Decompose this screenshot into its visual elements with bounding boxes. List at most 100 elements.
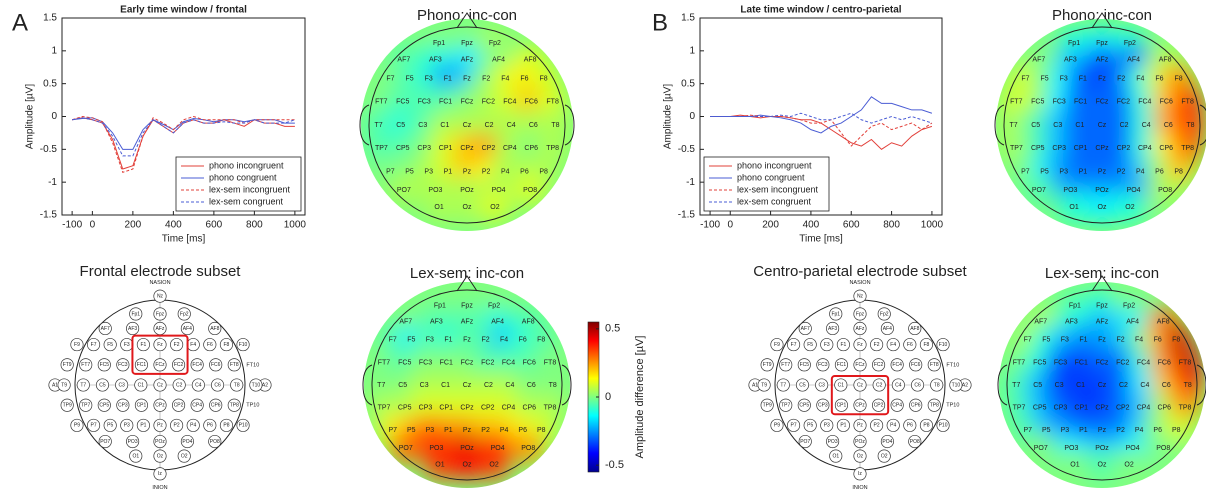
electrode-label: P10 [239, 423, 248, 429]
electrode-label: CPz [1095, 404, 1109, 411]
electrode-value [536, 85, 569, 118]
electrode-label: Iz [858, 471, 862, 477]
series-line [710, 114, 933, 150]
y-tick-label: 0.5 [681, 78, 695, 89]
map-field [365, 289, 569, 481]
electrode-label: FT8 [230, 362, 239, 368]
electrode-label: FC1 [1075, 359, 1088, 366]
electrode [853, 398, 867, 412]
electrode-label: Cz [1098, 122, 1107, 129]
electrode [853, 467, 867, 481]
electrode [219, 338, 233, 352]
electrode-label: P1 [140, 423, 146, 429]
electrode [134, 398, 148, 412]
electrode-label: F7 [389, 337, 397, 344]
electrode-label: CP6 [524, 145, 538, 152]
colorbar-tick-label: 0.5 [605, 323, 620, 335]
electrode [236, 338, 250, 352]
electrode [177, 307, 191, 321]
electrode [136, 418, 150, 432]
electrode [170, 418, 184, 432]
electrode-label: Cz [1098, 382, 1107, 389]
electrode-label: FC5 [100, 362, 110, 368]
electrode-value [1147, 432, 1180, 465]
electrode [795, 378, 810, 392]
electrode [115, 378, 129, 392]
series-line [710, 114, 933, 147]
electrode-label: P6 [207, 423, 213, 429]
electrode-value [1130, 109, 1163, 141]
electrode [116, 398, 130, 412]
electrode-label: FT7 [375, 99, 388, 106]
electrode [208, 321, 222, 336]
colorbar-tick-label: -0.5 [605, 459, 624, 471]
electrode [872, 378, 886, 392]
electrode-label: C2 [1119, 382, 1128, 389]
electrode-label: CPz [155, 403, 165, 409]
electrode-label: PO3 [1063, 187, 1077, 194]
chart-title: Late time window / centro-parietal [740, 5, 901, 16]
electrode-label: T8 [549, 382, 557, 389]
electrode-label: F10 [239, 342, 248, 348]
electrode-label: AFz [856, 326, 865, 332]
electrode-label: P1 [444, 168, 453, 175]
electrode [836, 418, 850, 432]
electrode-label: F1 [444, 337, 452, 344]
ear [1196, 364, 1206, 406]
electrode-label: P5 [1042, 427, 1051, 434]
electrode-label: Fpz [461, 40, 473, 47]
x-tick-label: 400 [165, 220, 182, 231]
electrode-label: Cz [857, 382, 864, 388]
electrode-label: CP5 [799, 403, 809, 409]
electrode-label: P7 [388, 427, 397, 434]
electrode-label: O1 [1070, 461, 1079, 468]
electrode-label: Oz [1098, 461, 1107, 468]
legend-label: lex-sem incongruent [737, 184, 819, 194]
electrode-label: F6 [1155, 75, 1163, 82]
electrode-label: CPz [855, 403, 865, 409]
electrode-label: Fp2 [1123, 302, 1135, 309]
electrode-label: C1 [441, 382, 450, 389]
electrode-label: CP6 [522, 404, 536, 411]
electrode-label: CP1 [1074, 404, 1088, 411]
electrode-label: C4 [1140, 382, 1149, 389]
y-tick-label: -0.5 [40, 144, 58, 155]
electrode-label: FC2 [874, 362, 884, 368]
electrode-label: AFz [156, 326, 165, 332]
legend-label: phono congruent [209, 172, 277, 182]
electrode-label: FC1 [1074, 99, 1087, 106]
electrode [170, 338, 184, 352]
electrode-label: P8 [923, 423, 929, 429]
electrode [890, 398, 904, 412]
electrode [779, 398, 793, 412]
electrode-label: TP8 [544, 404, 557, 411]
electrode-label: CP4 [502, 404, 516, 411]
electrode [853, 289, 867, 303]
electrode-label: FC3 [1053, 99, 1066, 106]
electrode [60, 358, 74, 372]
electrode-label: O1 [832, 453, 839, 459]
electrode [829, 449, 843, 463]
electrode-label: PO8 [210, 439, 220, 445]
electrode [797, 398, 811, 412]
electrode-value [1024, 432, 1057, 465]
electrode [927, 398, 941, 412]
electrode-label: AF3 [430, 319, 443, 326]
electrode-value [1171, 85, 1204, 118]
electrode [770, 338, 784, 352]
electrode-label: FC2 [174, 362, 184, 368]
electrode-label: T7 [80, 382, 86, 388]
electrode-value [1086, 448, 1118, 481]
y-tick-label: 1 [689, 45, 695, 56]
electrode-value [423, 448, 456, 481]
electrode-label: FC2 [1117, 99, 1130, 106]
electrode-label: INION [152, 485, 167, 491]
electrode-label: Nz [157, 294, 164, 300]
series-line [72, 117, 296, 157]
electrode-label: Oz [463, 204, 472, 211]
electrode-label: T7 [374, 122, 382, 129]
electrode-label: FC3 [1054, 359, 1067, 366]
electrode [927, 358, 941, 372]
electrode-label: T7 [1009, 122, 1017, 129]
electrode-label: C1 [138, 382, 145, 388]
